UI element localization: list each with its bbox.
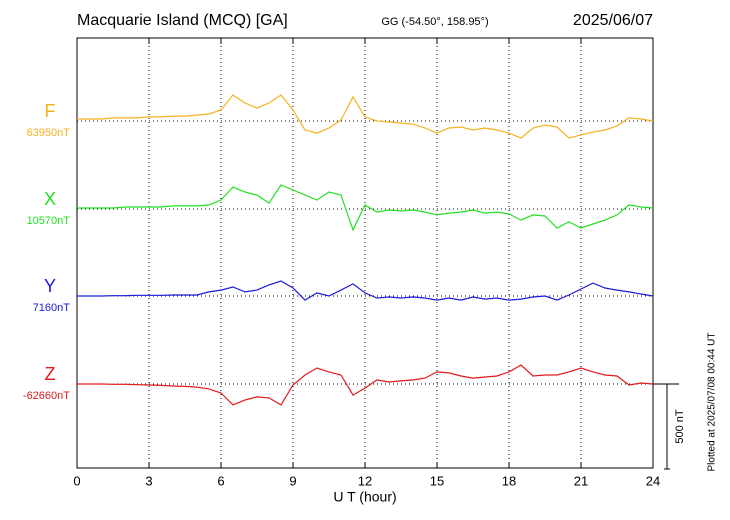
series-name: Z xyxy=(45,364,56,384)
series-line xyxy=(77,280,654,301)
x-tick-label: 12 xyxy=(358,473,372,488)
series-line xyxy=(77,94,654,139)
x-axis-label: U T (hour) xyxy=(333,489,396,505)
x-tick-label: 24 xyxy=(646,473,660,488)
series-name: F xyxy=(45,101,56,121)
date: 2025/06/07 xyxy=(573,12,653,29)
x-tick-label: 21 xyxy=(574,473,588,488)
scale-bar-label: 500 nT xyxy=(674,409,686,444)
baseline-label: 63950nT xyxy=(27,127,71,139)
x-tick-label: 0 xyxy=(73,473,80,488)
x-tick-label: 18 xyxy=(502,473,516,488)
series-name: X xyxy=(44,189,56,209)
baseline-label: -62660nT xyxy=(23,390,70,402)
chart-subtitle: GG (-54.50°, 158.95°) xyxy=(381,16,488,28)
x-tick-label: 3 xyxy=(145,473,152,488)
x-tick-label: 15 xyxy=(430,473,444,488)
x-tick-label: 9 xyxy=(289,473,296,488)
series-name: Y xyxy=(44,276,56,296)
plot-note: Plotted at 2025/07/08 00:44 UT xyxy=(707,333,718,472)
x-tick-label: 6 xyxy=(217,473,224,488)
series-line xyxy=(77,184,654,232)
chart-title: Macquarie Island (MCQ) [GA] xyxy=(77,12,288,29)
baseline-label: 10570nT xyxy=(27,215,71,227)
baseline-label: 7160nT xyxy=(33,302,71,314)
series-line xyxy=(77,364,654,406)
